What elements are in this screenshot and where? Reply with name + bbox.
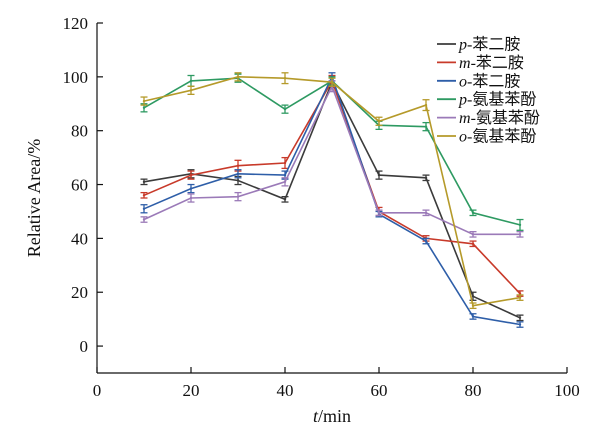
data-point	[142, 180, 146, 184]
data-point	[142, 194, 146, 197]
data-point	[283, 76, 287, 80]
data-point	[189, 173, 193, 177]
y-tick-label: 40	[71, 229, 88, 248]
x-tick-label: 100	[554, 381, 580, 400]
legend-item: m-苯二胺	[437, 54, 524, 72]
x-tick-label: 80	[465, 381, 482, 400]
data-point	[424, 125, 428, 128]
legend-label: m-氨基苯酚	[459, 109, 540, 127]
data-point	[189, 196, 193, 200]
data-point	[236, 172, 240, 175]
legend-label: p-氨基苯酚	[458, 91, 536, 109]
data-point	[236, 195, 240, 198]
data-point	[142, 218, 146, 221]
data-point	[236, 75, 240, 79]
data-point	[518, 223, 522, 227]
series-6	[140, 72, 524, 310]
data-point	[283, 180, 287, 184]
y-tick-label: 0	[80, 337, 89, 356]
data-point	[330, 81, 334, 84]
data-point	[283, 173, 287, 177]
data-point	[518, 233, 522, 236]
x-tick-label: 40	[277, 381, 294, 400]
legend-label: o-苯二胺	[459, 72, 520, 90]
data-point	[283, 161, 287, 165]
legend-label: o-氨基苯酚	[459, 128, 536, 146]
data-point	[518, 323, 522, 326]
data-point	[471, 295, 475, 298]
legend-item: p-氨基苯酚	[437, 91, 536, 109]
data-point	[471, 315, 475, 318]
legend-item: p-苯二胺	[437, 36, 520, 54]
series-layer	[140, 72, 524, 328]
data-point	[424, 211, 428, 215]
data-point	[142, 106, 146, 110]
y-tick-label: 60	[71, 176, 88, 195]
y-tick-label: 20	[71, 283, 88, 302]
data-point	[471, 233, 475, 236]
x-tick-label: 0	[93, 381, 102, 400]
data-point	[377, 173, 381, 177]
data-point	[471, 304, 475, 307]
y-axis-label: Relative Area/%	[24, 139, 44, 257]
data-point	[283, 198, 287, 201]
legend-item: o-苯二胺	[437, 72, 520, 90]
data-point	[189, 187, 193, 190]
data-point	[142, 207, 146, 210]
axes	[96, 23, 567, 374]
data-point	[189, 89, 193, 92]
legend-item: m-氨基苯酚	[437, 109, 540, 127]
x-axis-label-variable: t	[313, 406, 319, 426]
x-axis-label: t/min	[313, 406, 351, 426]
y-axis-ticks: 0 20 40 60 80 100 120	[63, 14, 103, 356]
x-tick-label: 60	[371, 381, 388, 400]
data-point	[142, 99, 146, 103]
data-point	[518, 296, 522, 299]
data-point	[424, 176, 428, 180]
data-point	[518, 316, 522, 320]
y-tick-label: 100	[63, 68, 89, 87]
data-point	[236, 164, 240, 167]
data-point	[236, 179, 240, 182]
legend-label: m-苯二胺	[459, 54, 524, 72]
data-point	[424, 103, 428, 107]
data-point	[471, 242, 475, 245]
legend-label: p-苯二胺	[458, 36, 520, 54]
y-tick-label: 120	[63, 14, 89, 33]
data-point	[283, 107, 287, 111]
data-point	[424, 239, 428, 243]
data-point	[189, 79, 193, 83]
x-axis-label-unit: /min	[318, 406, 351, 426]
data-point	[518, 292, 522, 295]
legend-item: o-氨基苯酚	[437, 128, 536, 146]
x-tick-label: 20	[183, 381, 200, 400]
x-axis-ticks: 0 20 40 60 80 100	[93, 367, 580, 400]
data-point	[377, 120, 381, 123]
data-point	[471, 211, 475, 215]
data-point	[377, 211, 381, 215]
y-tick-label: 80	[71, 122, 88, 141]
